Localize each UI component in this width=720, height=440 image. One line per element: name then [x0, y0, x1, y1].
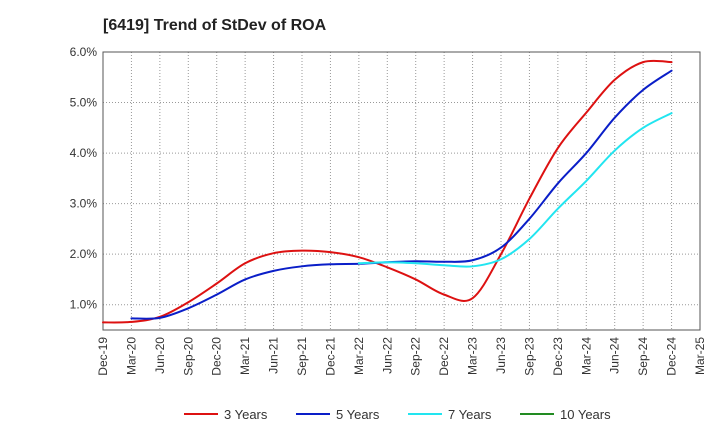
x-tick-label: Dec-23	[551, 337, 565, 376]
y-tick-label: 3.0%	[70, 197, 98, 211]
x-tick-label: Sep-22	[409, 337, 423, 376]
legend-label-5-years: 5 Years	[336, 407, 380, 422]
y-tick-label: 4.0%	[70, 146, 98, 160]
x-tick-label: Dec-24	[665, 337, 679, 376]
grid-layer	[103, 51, 700, 330]
series-layer	[102, 59, 673, 324]
y-tick-label: 2.0%	[70, 247, 98, 261]
y-tick-label: 5.0%	[70, 96, 98, 110]
series-line-3-years	[102, 59, 673, 324]
series-line-7-years	[357, 112, 673, 268]
x-axis-ticks: Dec-19 Mar-20 Jun-20 Sep-20 Dec-20 Mar-21 Jun-…	[96, 337, 707, 376]
x-tick-label: Dec-20	[210, 337, 224, 376]
x-tick-label: Mar-20	[124, 337, 138, 375]
legend-label-7-years: 7 Years	[448, 407, 492, 422]
x-tick-label: Mar-24	[579, 337, 593, 375]
x-tick-label: Jun-21	[267, 337, 281, 374]
x-tick-label: Dec-19	[96, 337, 110, 376]
x-tick-label: Sep-20	[181, 337, 195, 376]
x-tick-label: Jun-22	[380, 337, 394, 374]
legend: 3 Years 5 Years 7 Years 10 Years	[184, 407, 611, 422]
y-tick-label: 1.0%	[70, 298, 98, 312]
x-tick-label: Dec-22	[437, 337, 451, 376]
x-tick-label: Mar-25	[693, 337, 707, 375]
plot-border	[102, 51, 701, 331]
x-tick-label: Jun-24	[608, 337, 622, 374]
chart-title: [6419] Trend of StDev of ROA	[103, 17, 327, 34]
x-tick-label: Jun-20	[153, 337, 167, 374]
x-tick-label: Sep-23	[522, 337, 536, 376]
legend-label-10-years: 10 Years	[560, 407, 611, 422]
x-tick-label: Mar-23	[466, 337, 480, 375]
x-tick-label: Sep-21	[295, 337, 309, 376]
legend-label-3-years: 3 Years	[224, 407, 268, 422]
x-tick-label: Mar-22	[352, 337, 366, 375]
y-axis-ticks: 1.0% 2.0% 3.0% 4.0% 5.0% 6.0%	[70, 45, 98, 312]
x-tick-label: Jun-23	[494, 337, 508, 374]
x-tick-label: Mar-21	[238, 337, 252, 375]
y-tick-label: 6.0%	[70, 45, 98, 59]
x-tick-label: Dec-21	[323, 337, 337, 376]
x-tick-label: Sep-24	[636, 337, 650, 376]
